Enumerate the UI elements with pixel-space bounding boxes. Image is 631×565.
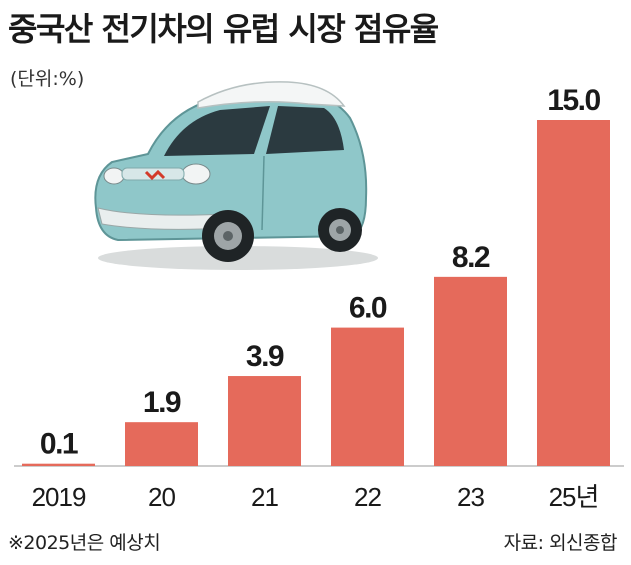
bar-2019 <box>22 463 95 466</box>
x-tick-label-2019: 2019 <box>32 482 86 512</box>
bar-21 <box>228 376 301 466</box>
car-wheel-front <box>202 210 254 262</box>
bar-25년 <box>537 120 610 466</box>
car-logo <box>144 169 166 181</box>
car-door-line <box>261 155 265 231</box>
x-tick-label-22: 22 <box>354 482 381 512</box>
value-label-21: 3.9 <box>246 340 284 373</box>
unit-label: (단위:%) <box>10 68 85 90</box>
car-grille <box>121 167 185 181</box>
car-windshield <box>164 106 270 156</box>
value-label-22: 6.0 <box>349 292 387 325</box>
chart-title: 중국산 전기차의 유럽 시장 점유율 <box>8 10 439 48</box>
bar-22 <box>331 327 404 466</box>
x-tick-label-20: 20 <box>148 482 175 512</box>
value-label-25년: 15.0 <box>547 84 600 117</box>
bar-23 <box>434 276 507 466</box>
footnote: ※2025년은 예상치 <box>8 532 161 554</box>
x-tick-label-23: 23 <box>457 482 484 512</box>
bar-20 <box>125 422 198 466</box>
car-side-window <box>266 106 344 154</box>
car-wheel-rear <box>318 208 362 252</box>
electric-car-illustration <box>94 81 378 270</box>
x-tick-label-21: 21 <box>251 482 278 512</box>
source-credit: 자료: 외신종합 <box>503 532 618 554</box>
value-label-2019: 0.1 <box>40 428 78 461</box>
car-roof <box>197 81 346 109</box>
value-label-23: 8.2 <box>452 241 490 274</box>
value-label-20: 1.9 <box>143 386 181 419</box>
x-tick-label-25년: 25년 <box>549 482 599 512</box>
